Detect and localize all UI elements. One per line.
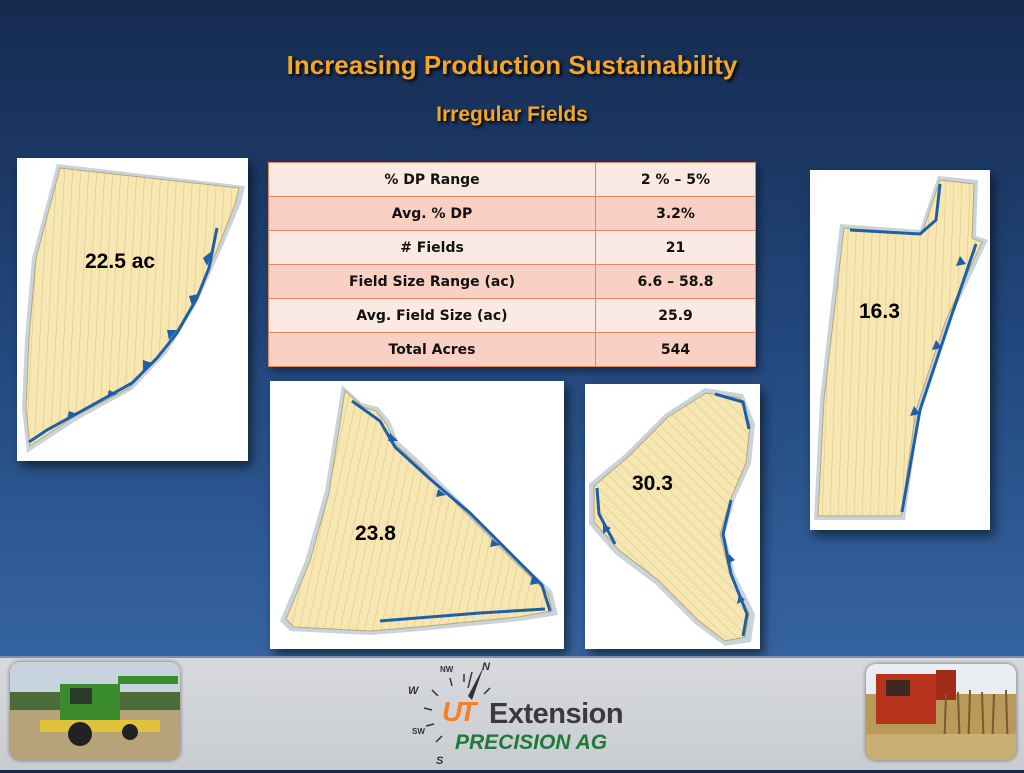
- slide-subtitle: Irregular Fields: [436, 103, 588, 126]
- table-row: Avg. % DP 3.2%: [268, 196, 756, 231]
- row-label: Avg. % DP: [268, 196, 596, 231]
- table-row: Total Acres 544: [268, 332, 756, 367]
- field-shape-3: [589, 388, 755, 646]
- row-label: % DP Range: [268, 162, 596, 197]
- compass-s: S: [436, 755, 444, 767]
- compass-n: N: [482, 661, 491, 673]
- row-value: 3.2%: [595, 196, 756, 231]
- field-stats-table: % DP Range 2 % – 5% Avg. % DP 3.2% # Fie…: [268, 162, 756, 367]
- row-value: 544: [595, 332, 756, 367]
- combine-harvester-photo: [10, 662, 180, 760]
- table-row: Field Size Range (ac) 6.6 – 58.8: [268, 264, 756, 299]
- field-acres-1: 22.5 ac: [85, 250, 156, 273]
- field-acres-3: 30.3: [632, 472, 673, 495]
- row-value: 25.9: [595, 298, 756, 333]
- table-row: % DP Range 2 % – 5%: [268, 162, 756, 197]
- field-shape-4: [814, 176, 988, 520]
- compass-icon: N NW W SW S: [402, 660, 512, 768]
- field-shape-2: [280, 385, 558, 635]
- row-label: # Fields: [268, 230, 596, 265]
- row-label: Field Size Range (ac): [268, 264, 596, 299]
- field-map-4: [810, 170, 990, 530]
- corn-harvest-photo: [866, 664, 1016, 760]
- row-value: 2 % – 5%: [595, 162, 756, 197]
- field-acres-4: 16.3: [859, 300, 900, 323]
- compass-w: W: [408, 685, 420, 697]
- field-map-3: [585, 384, 760, 649]
- row-label: Avg. Field Size (ac): [268, 298, 596, 333]
- row-label: Total Acres: [268, 332, 596, 367]
- compass-nw: NW: [440, 665, 454, 674]
- slide-title: Increasing Production Sustainability: [286, 50, 738, 80]
- field-shape-1: [22, 164, 245, 453]
- compass-sw: SW: [412, 727, 425, 736]
- ut-logo: UT: [442, 696, 476, 727]
- row-value: 21: [595, 230, 756, 265]
- logo-precision-ag: PRECISION AG: [455, 731, 608, 754]
- table-row: Avg. Field Size (ac) 25.9: [268, 298, 756, 333]
- table-row: # Fields 21: [268, 230, 756, 265]
- field-acres-2: 23.8: [355, 522, 396, 545]
- field-map-1: [17, 158, 248, 461]
- row-value: 6.6 – 58.8: [595, 264, 756, 299]
- field-map-2: [270, 381, 564, 649]
- logo-extension: Extension: [489, 698, 624, 730]
